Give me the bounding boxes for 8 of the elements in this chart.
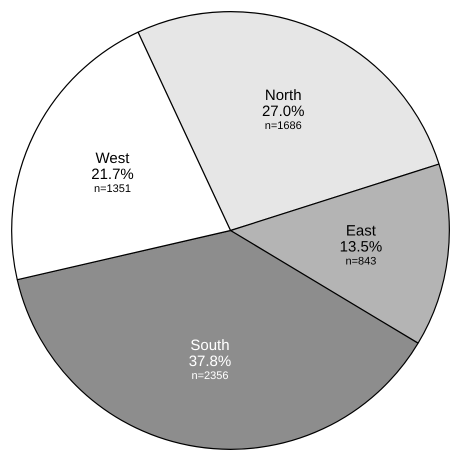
slice-label: North <box>264 87 302 104</box>
slice-label: West <box>96 150 130 167</box>
data-label: 27.0% n=1686 <box>262 103 304 132</box>
slice-label: East <box>346 222 377 240</box>
data-label: 13.5% n=843 <box>340 238 382 268</box>
data-label: 21.7% n=1351 <box>91 166 134 195</box>
data-label: 37.8% n=2356 <box>188 353 232 382</box>
slice-label: South <box>190 337 230 354</box>
